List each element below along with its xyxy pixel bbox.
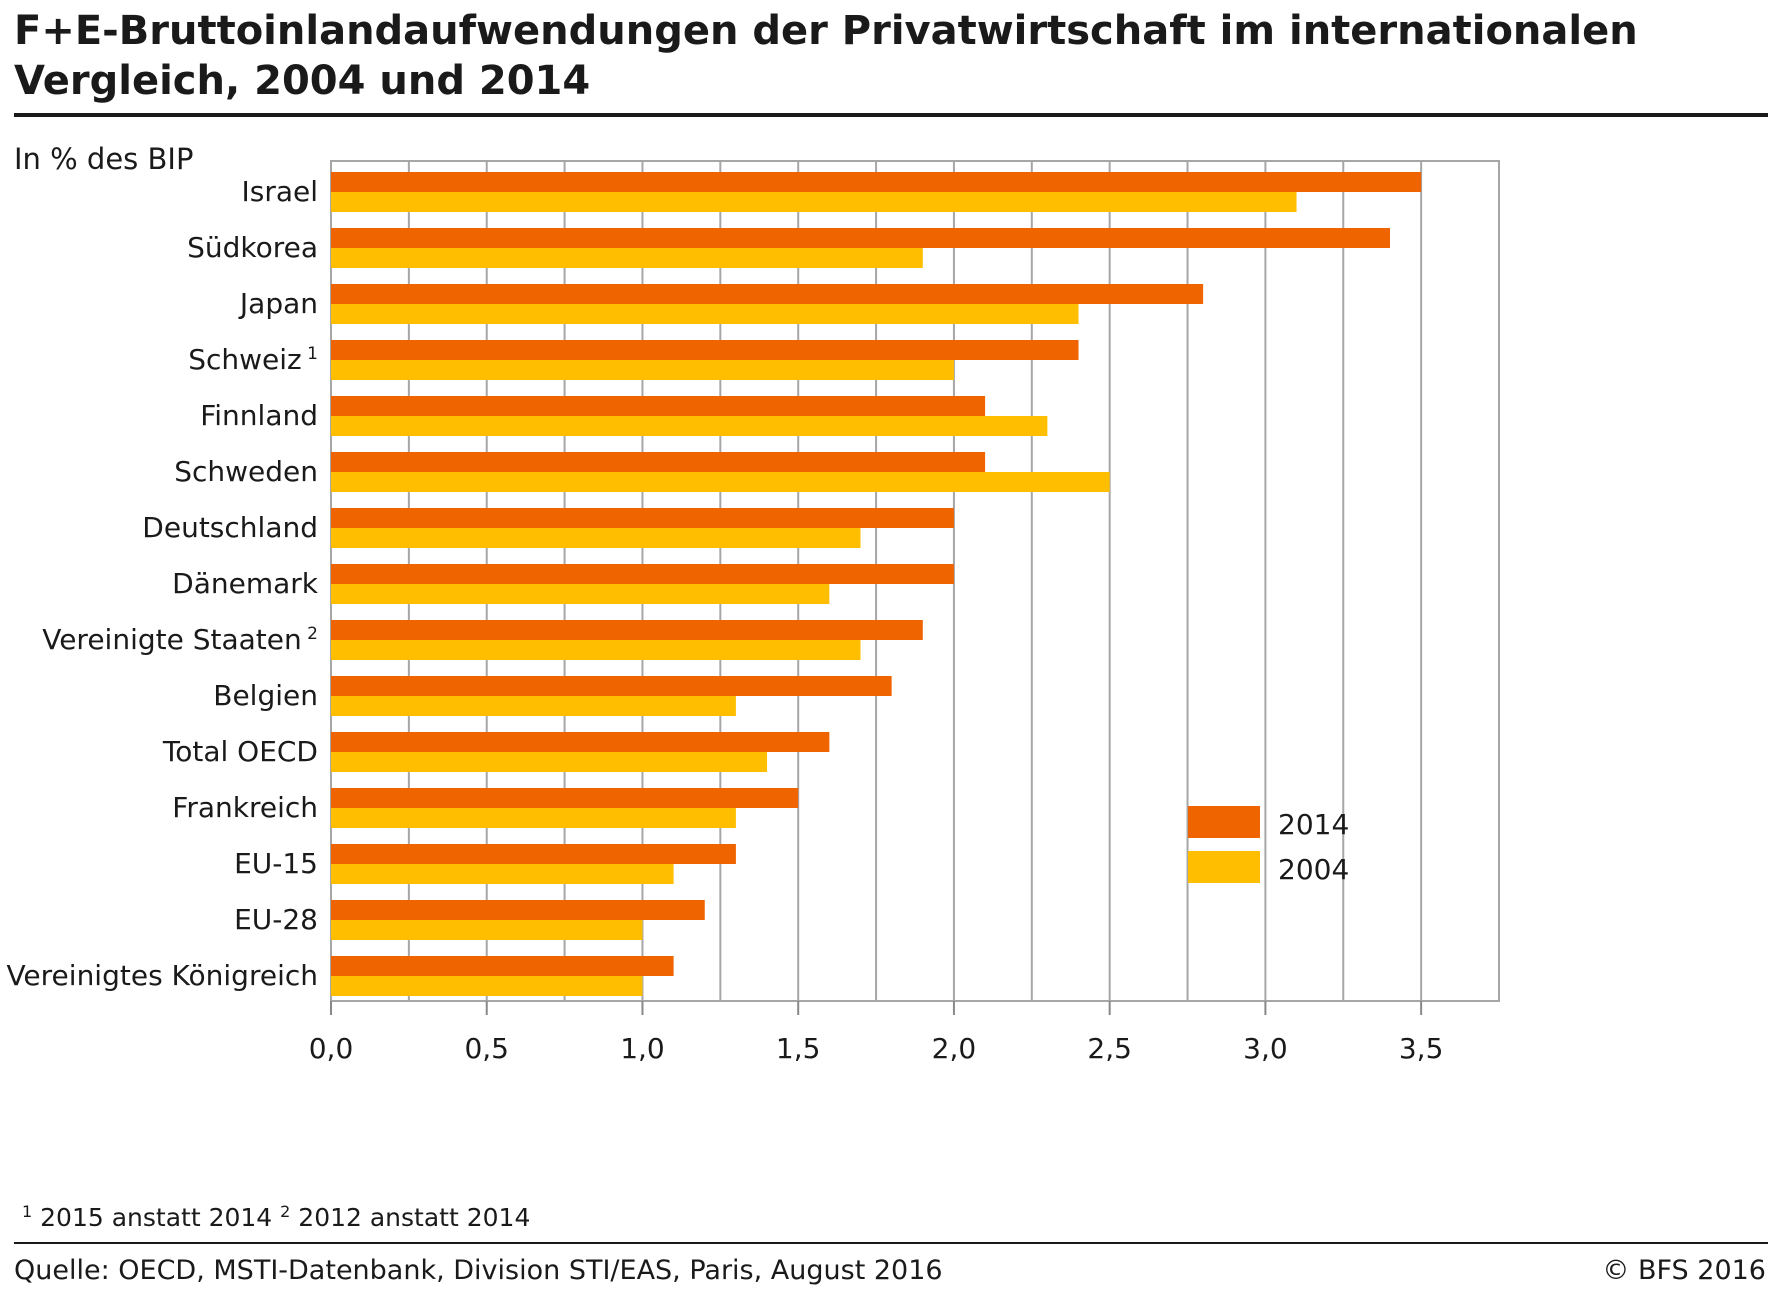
bar-2004-belgien [331,696,736,716]
bar-2014-frankreich [331,788,799,808]
footnote-marker: 2 [302,624,318,644]
category-label: Total OECD [162,735,318,768]
source-rule [14,1242,1768,1244]
bar-2004-finnland [331,416,1048,436]
x-tick-label: 0,0 [309,1032,354,1065]
footnote-1-mark: 1 [22,1202,33,1221]
title-rule [14,113,1768,117]
footnote-1-text: 2015 anstatt 2014 [40,1203,273,1232]
category-label: Schweden [174,455,318,488]
bar-2014-deutschland [331,508,954,528]
category-label: Dänemark [172,567,319,600]
footnote-2-mark: 2 [280,1202,291,1221]
bar-2014-schweden [331,452,986,472]
x-tick-label: 2,0 [932,1032,977,1065]
bar-2014-vereinigte-staaten [331,620,923,640]
category-label: Deutschland [142,511,318,544]
bar-2014-belgien [331,676,892,696]
legend-label-2014: 2014 [1278,808,1349,841]
copyright: © BFS 2016 [1602,1255,1766,1286]
bar-2014-japan [331,284,1204,304]
bar-2004-schweiz [331,360,954,380]
category-label: Israel [241,175,318,208]
bar-2004-japan [331,304,1079,324]
unit-label: In % des BIP [14,142,194,176]
bar-2014-eu-15 [331,844,736,864]
legend-swatch-2004 [1188,851,1260,883]
category-label: Belgien [213,679,318,712]
category-label: Vereinigtes Königreich [6,959,318,992]
bar-2004-vereinigte-staaten [331,640,861,660]
x-tick-label: 2,5 [1087,1032,1132,1065]
footnote-marker: 1 [302,344,318,364]
bar-2004-israel [331,192,1297,212]
category-label: EU-28 [234,903,318,936]
bar-2014-dänemark [331,564,954,584]
bar-2004-frankreich [331,808,736,828]
x-tick-label: 3,0 [1243,1032,1288,1065]
source-note: Quelle: OECD, MSTI-Datenbank, Division S… [14,1255,943,1286]
x-tick-label: 1,0 [620,1032,665,1065]
category-label: Frankreich [172,791,318,824]
category-labels: Israel Südkorea Japan Schweiz 1 Finnland Schw… [6,175,318,992]
bar-2014-schweiz [331,340,1079,360]
bar-2014-israel [331,172,1422,192]
category-label: Japan [238,287,318,320]
legend: 2014 2004 [1188,806,1349,886]
bar-layer [331,172,1422,996]
bar-2004-dänemark [331,584,830,604]
x-tick-label: 1,5 [776,1032,821,1065]
bar-2014-vereinigtes-königreich [331,956,674,976]
bar-2014-eu-28 [331,900,705,920]
chart-title: F+E-Bruttoinlandaufwendungen der Privatw… [14,8,1638,104]
bar-2004-deutschland [331,528,861,548]
x-tick-label: 0,5 [464,1032,509,1065]
category-label: Vereinigte Staaten 2 [42,623,318,656]
x-tick-label: 3,5 [1399,1032,1444,1065]
bar-2014-finnland [331,396,986,416]
category-label: Finnland [200,399,318,432]
category-label: Schweiz 1 [188,343,318,376]
bar-2004-eu-15 [331,864,674,884]
category-label: Südkorea [187,231,318,264]
bar-chart: Israel Südkorea Japan Schweiz 1 Finnland Schw… [6,160,1500,1065]
category-label: EU-15 [234,847,318,880]
footnotes: 1 2015 anstatt 2014 2 2012 anstatt 2014 [22,1202,530,1232]
bar-2004-schweden [331,472,1110,492]
legend-label-2004: 2004 [1278,853,1349,886]
bar-2004-total-oecd [331,752,768,772]
x-axis-ticks: 0,0 0,5 1,0 1,5 2,0 2,5 3,0 3,5 [309,1001,1444,1065]
bar-2004-südkorea [331,248,923,268]
legend-swatch-2014 [1188,806,1260,838]
footnote-2-text: 2012 anstatt 2014 [298,1203,531,1232]
bar-2014-südkorea [331,228,1390,248]
bar-2014-total-oecd [331,732,830,752]
bar-2004-vereinigtes-königreich [331,976,643,996]
bar-2004-eu-28 [331,920,643,940]
